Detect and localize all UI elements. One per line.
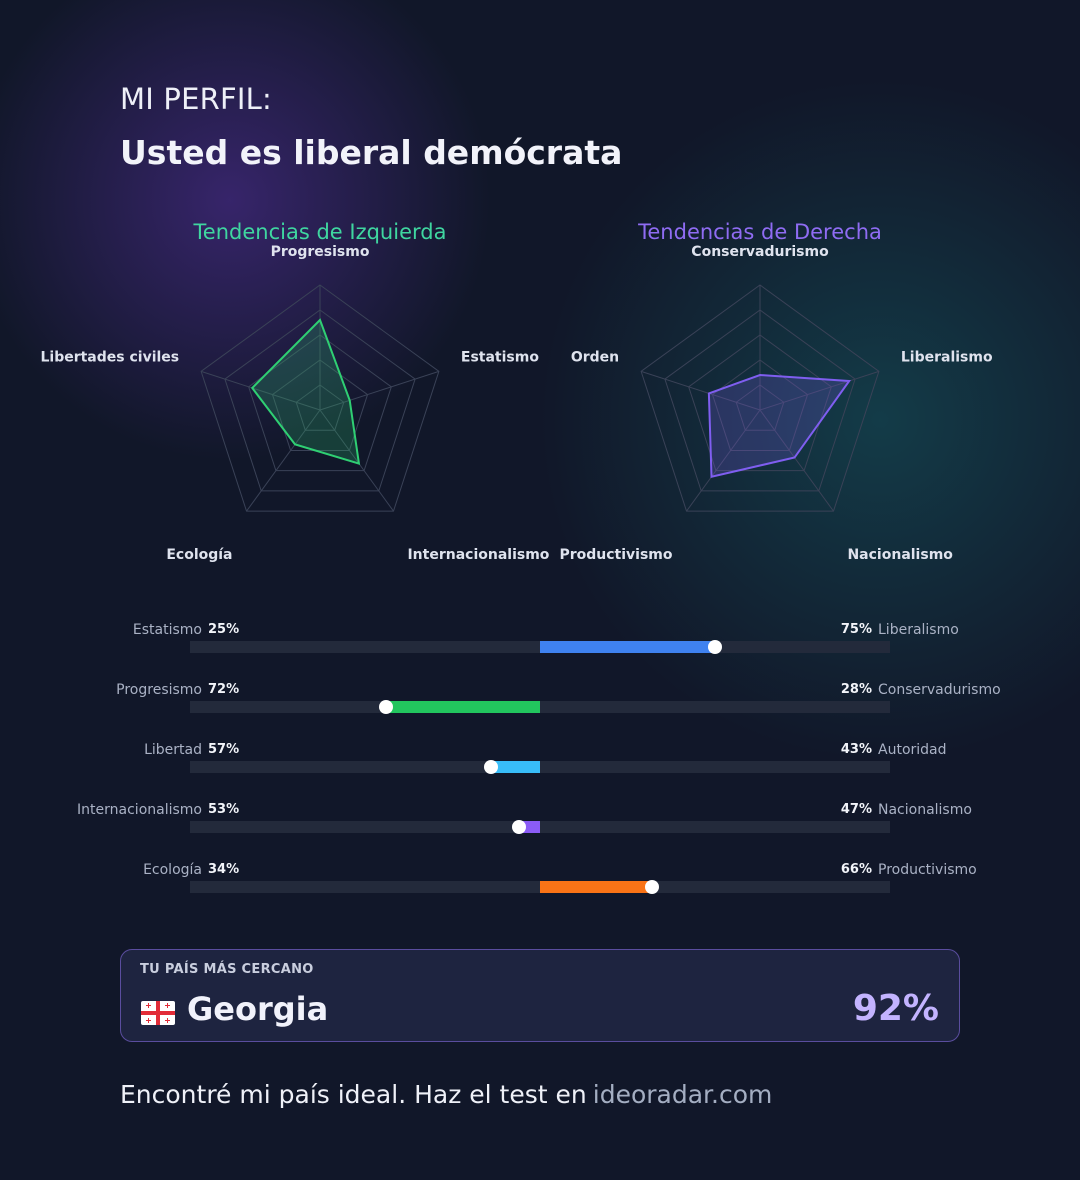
radar-axis-label: Productivismo bbox=[559, 547, 672, 563]
radar-axis-label: Conservadurismo bbox=[691, 244, 829, 260]
closest-country-label: TU PAÍS MÁS CERCANO bbox=[140, 962, 314, 977]
scale-fill bbox=[386, 701, 540, 713]
scale-right-percent: 66% bbox=[840, 862, 872, 877]
scale-row: Libertad 57% 43% Autoridad bbox=[0, 742, 1080, 782]
radar-grid-ring bbox=[271, 359, 369, 451]
left-tendencies-title: Tendencias de Izquierda bbox=[193, 220, 447, 244]
radar-axis-line bbox=[319, 409, 394, 512]
scale-track bbox=[190, 820, 890, 834]
scale-right-label: Autoridad bbox=[878, 742, 947, 758]
radar-axis-label: Ecología bbox=[166, 547, 232, 563]
radar-data-polygon bbox=[707, 373, 852, 478]
radar-data-polygon bbox=[250, 318, 361, 466]
scale-left-percent: 72% bbox=[208, 682, 240, 697]
scale-left-label: Progresismo bbox=[116, 682, 202, 698]
radar-axis-label: Liberalismo bbox=[901, 349, 993, 365]
scale-fill bbox=[540, 881, 652, 893]
radar-axis-label: Internacionalismo bbox=[407, 547, 549, 563]
radar-axis-line bbox=[686, 409, 761, 512]
scale-row: Progresismo 72% 28% Conservadurismo bbox=[0, 682, 1080, 722]
scale-row: Estatismo 25% 75% Liberalismo bbox=[0, 622, 1080, 662]
radar-grid-ring bbox=[224, 309, 416, 492]
right-tendencies-title: Tendencias de Derecha bbox=[638, 220, 882, 244]
scale-right-percent: 47% bbox=[840, 802, 872, 817]
profile-headline: Usted es liberal demócrata bbox=[120, 133, 623, 172]
scale-right-label: Liberalismo bbox=[878, 622, 959, 638]
scale-left-percent: 53% bbox=[208, 802, 240, 817]
scale-left-percent: 34% bbox=[208, 862, 240, 877]
scale-marker bbox=[645, 880, 659, 894]
radar-axis-label: Nacionalismo bbox=[847, 547, 953, 563]
scale-fill bbox=[491, 761, 540, 773]
radar-axis-line bbox=[759, 370, 880, 411]
footer-cta: Encontré mi país ideal. Haz el test en id… bbox=[120, 1080, 772, 1109]
scale-right-percent: 75% bbox=[840, 622, 872, 637]
scale-track bbox=[190, 640, 890, 654]
radar-grid-ring bbox=[640, 284, 880, 512]
scale-row: Ecología 34% 66% Productivismo bbox=[0, 862, 1080, 902]
country-name: Georgia bbox=[187, 990, 329, 1028]
radar-grid-ring bbox=[248, 334, 392, 472]
footer-link[interactable]: ideoradar.com bbox=[592, 1080, 773, 1109]
country-match-percent: 92% bbox=[852, 988, 939, 1029]
scale-marker bbox=[708, 640, 722, 654]
closest-country-card: TU PAÍS MÁS CERCANO Georgia 92% bbox=[120, 949, 960, 1042]
radar-grid-ring bbox=[664, 309, 856, 492]
scale-right-label: Conservadurismo bbox=[878, 682, 1001, 698]
radar-grid-ring bbox=[295, 384, 345, 431]
radar-axis-line bbox=[319, 370, 440, 411]
scale-right-label: Nacionalismo bbox=[878, 802, 972, 818]
radar-grid-ring bbox=[735, 384, 785, 431]
radar-axis-label: Orden bbox=[571, 349, 619, 365]
scale-marker bbox=[379, 700, 393, 714]
radar-axis-label: Estatismo bbox=[461, 349, 539, 365]
scale-right-label: Productivismo bbox=[878, 862, 977, 878]
scale-right-percent: 43% bbox=[840, 742, 872, 757]
left-radar-chart: Progresismo Estatismo Internacionalismo Eco… bbox=[40, 244, 549, 563]
scale-left-label: Estatismo bbox=[132, 622, 202, 638]
scale-left-label: Libertad bbox=[144, 742, 202, 758]
scale-track bbox=[190, 760, 890, 774]
georgia-flag-icon bbox=[141, 1001, 175, 1025]
scale-track bbox=[190, 700, 890, 714]
scale-track bbox=[190, 880, 890, 894]
radar-axis-label: Progresismo bbox=[271, 244, 370, 260]
footer-text: Encontré mi país ideal. Haz el test en bbox=[120, 1080, 587, 1109]
scale-marker bbox=[512, 820, 526, 834]
scale-left-percent: 25% bbox=[208, 622, 240, 637]
scale-row: Internacionalismo 53% 47% Nacionalismo bbox=[0, 802, 1080, 842]
scale-left-percent: 57% bbox=[208, 742, 240, 757]
radar-axis-label: Libertades civiles bbox=[40, 349, 179, 365]
radar-axis-line bbox=[640, 370, 761, 411]
scale-left-label: Ecología bbox=[143, 862, 202, 878]
scale-left-label: Internacionalismo bbox=[77, 802, 202, 818]
scale-fill bbox=[540, 641, 715, 653]
scale-right-percent: 28% bbox=[840, 682, 872, 697]
radar-axis-line bbox=[246, 409, 321, 512]
right-radar-chart: Conservadurismo Liberalismo Nacionalismo Pr… bbox=[559, 244, 993, 563]
radar-axis-line bbox=[759, 409, 834, 512]
profile-eyebrow: MI PERFIL: bbox=[120, 82, 272, 116]
radar-grid-ring bbox=[200, 284, 440, 512]
radar-axis-line bbox=[200, 370, 321, 411]
scale-marker bbox=[484, 760, 498, 774]
